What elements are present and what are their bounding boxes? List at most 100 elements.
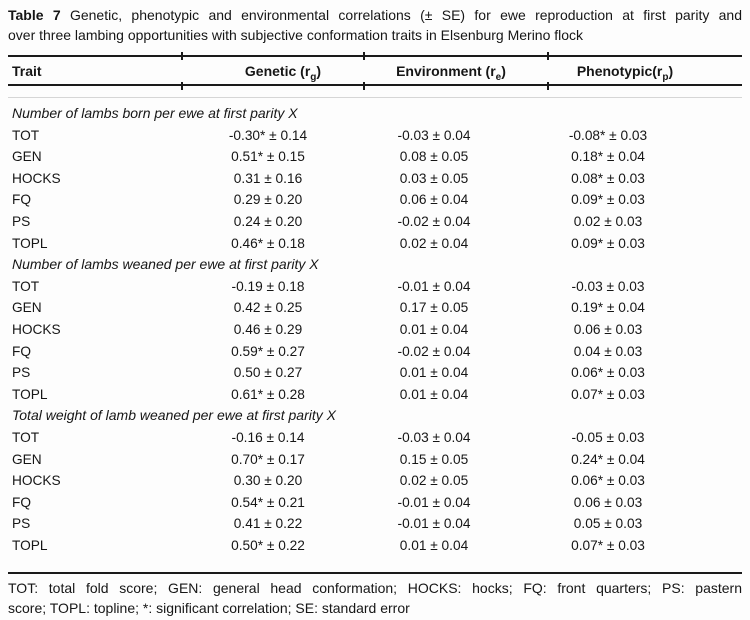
- cell-genetic: 0.50* ± 0.22: [231, 537, 305, 553]
- table-row: HOCKS 0.46 ± 0.29 0.01 ± 0.04 0.06 ± 0.03: [8, 319, 742, 341]
- cell-environment: 0.02 ± 0.04: [399, 235, 469, 251]
- header-subscript: p: [662, 71, 669, 83]
- caption-line-1: Table 7 Genetic, phenotypic and environm…: [8, 6, 742, 26]
- column-header-environment: Environment (re): [354, 62, 514, 83]
- table-number: Table 7: [8, 7, 61, 23]
- table-row: GEN 0.70* ± 0.17 0.15 ± 0.05 0.24* ± 0.04: [8, 449, 742, 471]
- table-row: GEN 0.51* ± 0.15 0.08 ± 0.05 0.18* ± 0.04: [8, 146, 742, 168]
- header-text: Environment (r: [396, 62, 496, 79]
- cell-phenotypic: 0.07* ± 0.03: [571, 386, 645, 402]
- table-row: FQ 0.54* ± 0.21 -0.01 ± 0.04 0.06 ± 0.03: [8, 492, 742, 514]
- cell-trait: HOCKS: [12, 321, 61, 337]
- cell-genetic: 0.50 ± 0.27: [233, 365, 303, 381]
- table-footnote: TOT: total fold score; GEN: general head…: [8, 578, 742, 618]
- footnote-line-2: score; TOPL: topline; *: significant cor…: [8, 600, 410, 616]
- cell-genetic: 0.61* ± 0.28: [231, 386, 305, 402]
- header-text: Genetic (r: [244, 62, 311, 79]
- table-row: TOPL 0.46* ± 0.18 0.02 ± 0.04 0.09* ± 0.03: [8, 233, 742, 255]
- column-header-phenotypic: Phenotypic(rp): [514, 62, 702, 83]
- cell-genetic: 0.30 ± 0.20: [233, 473, 303, 489]
- cell-trait: HOCKS: [12, 473, 61, 489]
- cell-trait: FQ: [12, 494, 32, 510]
- cell-genetic: 0.42 ± 0.25: [233, 300, 303, 316]
- cell-environment: 0.15 ± 0.05: [399, 451, 469, 467]
- cell-genetic: 0.29 ± 0.20: [233, 192, 303, 208]
- cell-trait: PS: [12, 365, 31, 381]
- cell-trait: TOPL: [12, 386, 48, 402]
- cell-phenotypic: 0.02 ± 0.03: [573, 213, 643, 229]
- table-header-row: Trait Genetic (rg) Environment (re) Phen…: [8, 57, 742, 84]
- cell-environment: 0.01 ± 0.04: [399, 386, 469, 402]
- cell-phenotypic: 0.06* ± 0.03: [571, 365, 645, 381]
- header-subscript: e: [495, 71, 502, 83]
- table-top-rule: [8, 55, 742, 57]
- cell-genetic: 0.41 ± 0.22: [233, 516, 303, 532]
- column-divider-tick: [181, 52, 183, 60]
- cell-genetic: 0.46 ± 0.29: [233, 321, 303, 337]
- cell-environment: 0.06 ± 0.04: [399, 192, 469, 208]
- column-divider-tick: [363, 82, 365, 90]
- cell-environment: 0.03 ± 0.05: [399, 170, 469, 186]
- cell-genetic: 0.70* ± 0.17: [231, 451, 305, 467]
- footnote-line-1: TOT: total fold score; GEN: general head…: [8, 580, 742, 596]
- cell-phenotypic: 0.24* ± 0.04: [571, 451, 645, 467]
- section-header: Number of lambs born per ewe at first pa…: [12, 105, 298, 121]
- cell-environment: -0.01 ± 0.04: [397, 278, 471, 294]
- cell-phenotypic: -0.03 ± 0.03: [571, 278, 645, 294]
- caption-text: Genetic, phenotypic and environmental co…: [69, 7, 743, 23]
- table-row: GEN 0.42 ± 0.25 0.17 ± 0.05 0.19* ± 0.04: [8, 297, 742, 319]
- cell-environment: -0.01 ± 0.04: [397, 494, 471, 510]
- section-header: Total weight of lamb weaned per ewe at f…: [12, 407, 336, 424]
- cell-trait: FQ: [12, 192, 32, 208]
- table-row: HOCKS 0.30 ± 0.20 0.02 ± 0.05 0.06* ± 0.03: [8, 470, 742, 492]
- cell-phenotypic: 0.06* ± 0.03: [571, 473, 645, 489]
- cell-phenotypic: 0.05 ± 0.03: [573, 516, 643, 532]
- cell-phenotypic: 0.08* ± 0.03: [571, 170, 645, 186]
- cell-trait: TOT: [12, 429, 40, 445]
- cell-trait: HOCKS: [12, 170, 61, 186]
- column-divider-tick: [547, 52, 549, 60]
- cell-environment: 0.17 ± 0.05: [399, 300, 469, 316]
- cell-trait: GEN: [12, 149, 42, 165]
- cell-trait: FQ: [12, 343, 32, 359]
- table-row: HOCKS 0.31 ± 0.16 0.03 ± 0.05 0.08* ± 0.03: [8, 168, 742, 190]
- cell-environment: 0.01 ± 0.04: [399, 365, 469, 381]
- table-caption: Table 7 Genetic, phenotypic and environm…: [8, 6, 742, 45]
- cell-genetic: -0.30* ± 0.14: [228, 127, 308, 143]
- cell-trait: GEN: [12, 300, 42, 316]
- cell-environment: -0.01 ± 0.04: [397, 516, 471, 532]
- cell-trait: PS: [12, 213, 31, 229]
- cell-trait: TOPL: [12, 235, 48, 251]
- cell-trait: TOPL: [12, 537, 48, 553]
- faint-artifact-rule: [8, 97, 742, 98]
- table-row: TOPL 0.50* ± 0.22 0.01 ± 0.04 0.07* ± 0.03: [8, 535, 742, 557]
- cell-genetic: 0.24 ± 0.20: [233, 213, 303, 229]
- table-row: PS 0.50 ± 0.27 0.01 ± 0.04 0.06* ± 0.03: [8, 362, 742, 384]
- table-bottom-rule: [8, 572, 742, 574]
- header-subscript: g: [310, 71, 317, 83]
- cell-genetic: 0.46* ± 0.18: [231, 235, 305, 251]
- cell-phenotypic: 0.07* ± 0.03: [571, 537, 645, 553]
- column-header-trait: Trait: [12, 62, 42, 79]
- table-row: FQ 0.29 ± 0.20 0.06 ± 0.04 0.09* ± 0.03: [8, 189, 742, 211]
- cell-trait: TOT: [12, 278, 40, 294]
- cell-genetic: 0.54* ± 0.21: [231, 494, 305, 510]
- cell-genetic: 0.31 ± 0.16: [233, 170, 303, 186]
- table-row: TOPL 0.61* ± 0.28 0.01 ± 0.04 0.07* ± 0.03: [8, 384, 742, 406]
- cell-phenotypic: 0.06 ± 0.03: [573, 321, 643, 337]
- table-row: TOT -0.16 ± 0.14 -0.03 ± 0.04 -0.05 ± 0.03: [8, 427, 742, 449]
- cell-environment: 0.01 ± 0.04: [399, 321, 469, 337]
- cell-environment: -0.02 ± 0.04: [397, 213, 471, 229]
- cell-trait: PS: [12, 516, 31, 532]
- cell-environment: -0.02 ± 0.04: [397, 343, 471, 359]
- table-row: TOT -0.19 ± 0.18 -0.01 ± 0.04 -0.03 ± 0.03: [8, 276, 742, 298]
- cell-genetic: 0.59* ± 0.27: [231, 343, 305, 359]
- cell-environment: 0.02 ± 0.05: [399, 473, 469, 489]
- column-header-genetic: Genetic (rg): [182, 62, 354, 83]
- header-text: ): [668, 62, 674, 79]
- caption-line-2: over three lambing opportunities with su…: [8, 26, 584, 43]
- column-divider-tick: [181, 82, 183, 90]
- header-text: Phenotypic(r: [576, 62, 663, 79]
- cell-environment: 0.08 ± 0.05: [399, 149, 469, 165]
